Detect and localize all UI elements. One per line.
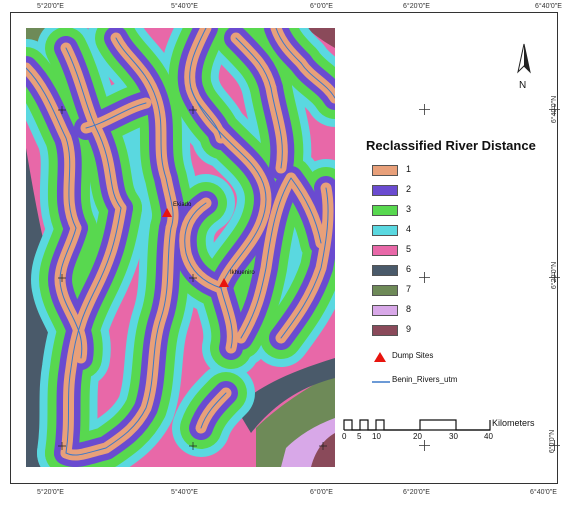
scale-tick: 30 <box>449 432 458 441</box>
scale-bar <box>343 419 491 431</box>
lon-tick-top-3: 6°0'0"E <box>310 3 333 10</box>
lon-tick-top-5: 6°40'0"E <box>535 3 562 10</box>
scale-tick: 40 <box>484 432 493 441</box>
legend-rivers-label: Benin_Rivers_utm <box>392 375 458 384</box>
lon-tick-bottom-5: 6°40'0"E <box>530 489 557 496</box>
legend-swatch <box>372 165 398 176</box>
graticule-cross <box>419 272 430 283</box>
legend-swatch <box>372 285 398 296</box>
lon-tick-top-4: 6°20'0"E <box>403 3 430 10</box>
lat-tick-left-1: 6°40'0"N <box>0 96 1 123</box>
legend-swatch <box>372 265 398 276</box>
legend-class-label: 3 <box>406 204 412 214</box>
legend-class-label: 8 <box>406 304 412 314</box>
legend-swatch <box>372 225 398 236</box>
north-label: N <box>519 80 527 91</box>
dump-site-marker <box>219 278 229 287</box>
legend-dump-sites-label: Dump Sites <box>392 351 434 360</box>
legend-swatch <box>372 325 398 336</box>
scale-tick: 0 <box>342 432 347 441</box>
lon-tick-top-2: 5°40'0"E <box>171 3 198 10</box>
lon-tick-bottom-1: 5°20'0"E <box>37 489 64 496</box>
scale-tick: 5 <box>357 432 362 441</box>
legend-class-label: 4 <box>406 224 412 234</box>
legend-class-label: 7 <box>406 284 412 294</box>
graticule-cross <box>549 440 560 451</box>
legend-class-label: 9 <box>406 324 412 334</box>
lon-tick-bottom-3: 6°0'0"E <box>310 489 333 496</box>
graticule-cross <box>419 440 430 451</box>
legend-swatch <box>372 185 398 196</box>
scale-tick: 20 <box>413 432 422 441</box>
scale-tick: 10 <box>372 432 381 441</box>
north-arrow-icon <box>517 43 531 74</box>
legend-class-label: 2 <box>406 184 412 194</box>
legend-swatch <box>372 205 398 216</box>
legend-swatch <box>372 245 398 256</box>
dump-site-label: Ekiado <box>173 202 192 208</box>
legend-class-label: 5 <box>406 244 412 254</box>
river-line-icon <box>372 381 390 383</box>
lon-tick-bottom-2: 5°40'0"E <box>171 489 198 496</box>
river-distance-raster: Ekiado Ikhueniro <box>26 28 335 467</box>
legend-class-label: 6 <box>406 264 412 274</box>
dump-site-label: Ikhueniro <box>230 270 255 276</box>
lat-tick-left-2: 6°20'0"N <box>0 262 1 289</box>
dump-site-marker <box>162 208 172 217</box>
lon-tick-top-1: 5°20'0"E <box>37 3 64 10</box>
graticule-cross <box>549 104 560 115</box>
graticule-cross <box>419 104 430 115</box>
legend-swatch <box>372 305 398 316</box>
dump-site-icon <box>374 352 386 362</box>
legend-title: Reclassified River Distance <box>366 138 536 153</box>
graticule-cross <box>549 272 560 283</box>
legend-class-label: 1 <box>406 164 412 174</box>
lon-tick-bottom-4: 6°20'0"E <box>403 489 430 496</box>
scale-unit: Kilometers <box>492 418 535 428</box>
